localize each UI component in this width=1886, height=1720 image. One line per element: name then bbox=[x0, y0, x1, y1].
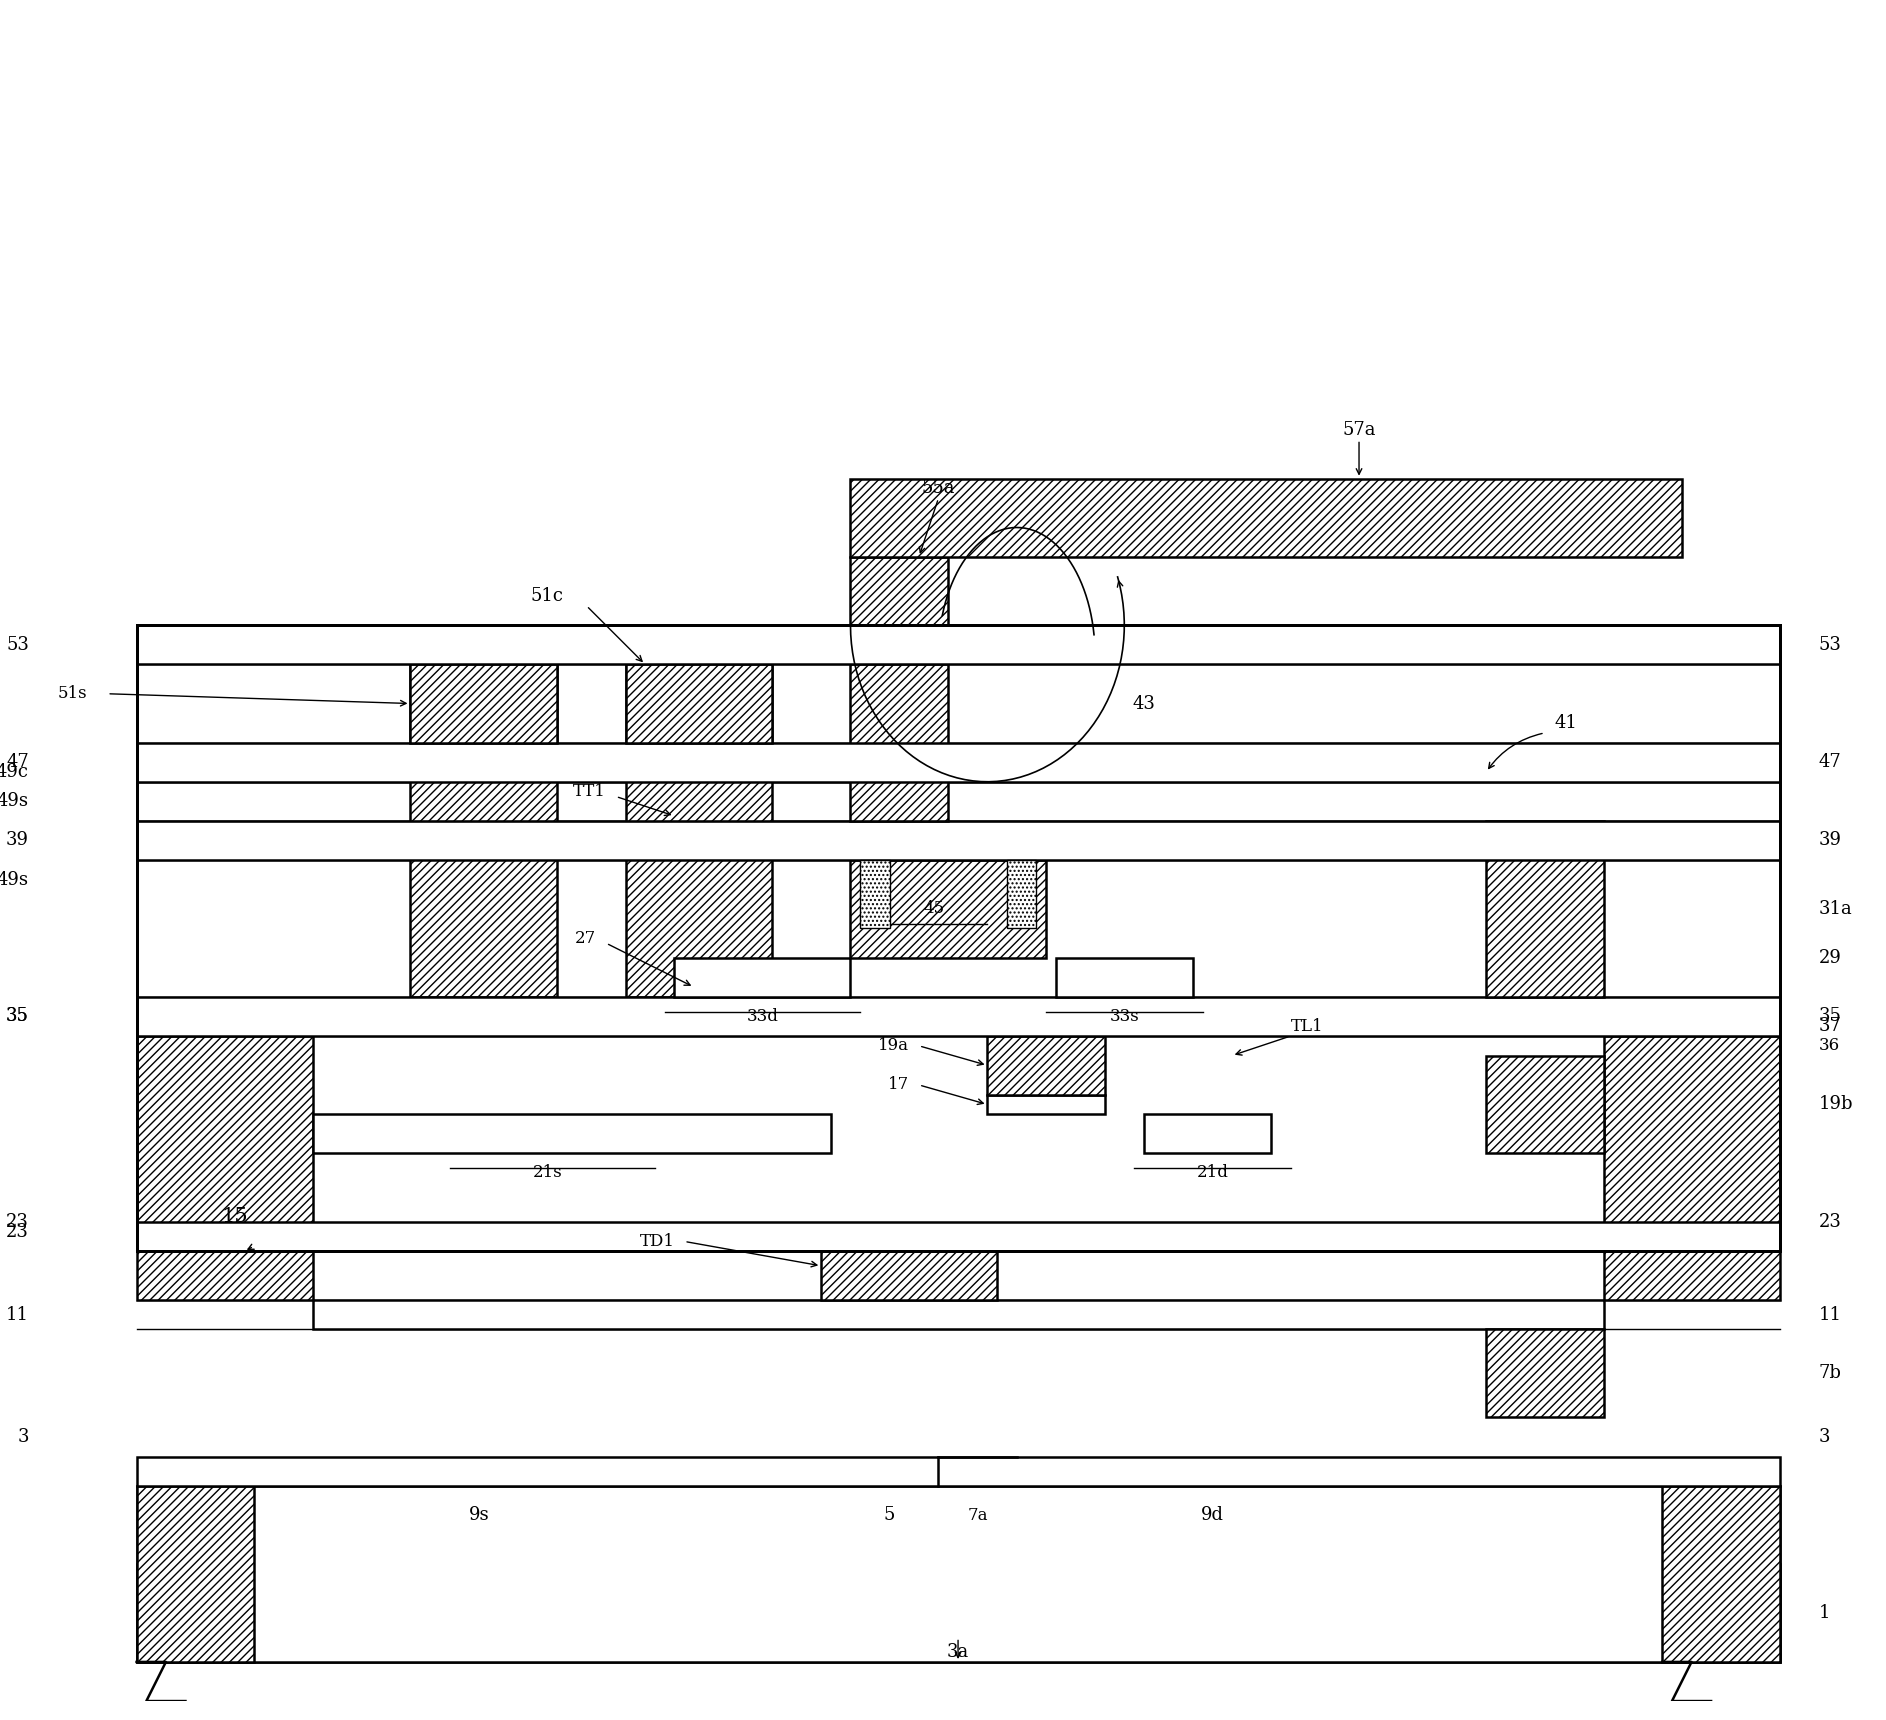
Text: 3a: 3a bbox=[947, 1643, 969, 1662]
Bar bbox=[988, 1094, 1105, 1115]
Text: 9s: 9s bbox=[468, 1507, 488, 1524]
Text: 7a: 7a bbox=[968, 1507, 988, 1524]
Bar bbox=[136, 1486, 255, 1662]
Text: 55a: 55a bbox=[922, 480, 954, 497]
Bar bbox=[136, 626, 1780, 664]
Text: 47: 47 bbox=[1818, 753, 1841, 771]
Text: 45: 45 bbox=[922, 900, 945, 917]
Text: 43: 43 bbox=[1132, 695, 1156, 712]
Text: 11: 11 bbox=[6, 1305, 28, 1324]
Text: 39: 39 bbox=[6, 831, 28, 850]
Text: 51s: 51s bbox=[58, 685, 87, 702]
Bar bbox=[626, 664, 771, 998]
Bar bbox=[1603, 1035, 1780, 1300]
Text: 36: 36 bbox=[1818, 1037, 1841, 1054]
Bar bbox=[136, 626, 1780, 1250]
Text: 35: 35 bbox=[6, 1008, 28, 1025]
Bar bbox=[860, 860, 890, 929]
Text: 19a: 19a bbox=[879, 1037, 909, 1054]
Text: 57a: 57a bbox=[1343, 421, 1375, 439]
Text: 5: 5 bbox=[885, 1507, 896, 1524]
Text: 29: 29 bbox=[1818, 949, 1841, 967]
Text: 15: 15 bbox=[221, 1207, 247, 1226]
Text: 23: 23 bbox=[6, 1213, 28, 1232]
Bar bbox=[411, 664, 556, 743]
Text: 33d: 33d bbox=[747, 1008, 779, 1025]
Text: 53: 53 bbox=[6, 636, 28, 654]
Bar bbox=[136, 743, 1780, 783]
Text: 49c: 49c bbox=[0, 764, 28, 781]
Bar bbox=[1007, 860, 1035, 929]
Text: 19b: 19b bbox=[1818, 1096, 1854, 1113]
Text: 23: 23 bbox=[6, 1223, 28, 1240]
Bar bbox=[1662, 1486, 1780, 1662]
Bar bbox=[1486, 1056, 1603, 1154]
Bar bbox=[675, 958, 851, 998]
Text: TT1: TT1 bbox=[573, 783, 605, 800]
Bar bbox=[1486, 820, 1603, 998]
Text: 39: 39 bbox=[1818, 831, 1841, 850]
Bar bbox=[1056, 958, 1192, 998]
Text: 21d: 21d bbox=[1196, 1164, 1228, 1182]
Text: 35: 35 bbox=[1818, 1008, 1841, 1025]
Text: 33s: 33s bbox=[1109, 1008, 1139, 1025]
Text: TD1: TD1 bbox=[639, 1233, 675, 1250]
Bar bbox=[851, 664, 949, 820]
Bar bbox=[626, 664, 771, 743]
Text: 49s: 49s bbox=[0, 793, 28, 810]
Text: 7b: 7b bbox=[1818, 1364, 1841, 1383]
Text: 21s: 21s bbox=[532, 1164, 562, 1182]
Text: 3: 3 bbox=[1818, 1428, 1829, 1447]
Bar bbox=[851, 557, 949, 626]
Text: 51c: 51c bbox=[530, 587, 564, 605]
Text: 49s: 49s bbox=[0, 870, 28, 889]
Bar bbox=[136, 998, 1780, 1035]
Text: 17: 17 bbox=[888, 1077, 909, 1094]
Bar bbox=[820, 1232, 998, 1300]
Text: 37: 37 bbox=[1818, 1017, 1841, 1035]
Text: 53: 53 bbox=[1818, 636, 1841, 654]
Bar bbox=[136, 1486, 1780, 1662]
Bar bbox=[988, 1035, 1105, 1094]
Bar bbox=[851, 478, 1682, 557]
Text: 41: 41 bbox=[1554, 714, 1577, 733]
Bar bbox=[1486, 1330, 1603, 1417]
Bar bbox=[136, 1563, 1780, 1662]
Text: 31a: 31a bbox=[1818, 900, 1852, 918]
Text: TL1: TL1 bbox=[1290, 1018, 1324, 1035]
Bar bbox=[851, 860, 1047, 958]
Text: 47: 47 bbox=[6, 753, 28, 771]
Text: 35: 35 bbox=[6, 1008, 28, 1025]
Bar bbox=[136, 1035, 313, 1300]
Bar bbox=[411, 664, 556, 998]
Bar bbox=[313, 1115, 832, 1154]
Bar bbox=[1145, 1115, 1271, 1154]
Text: 11: 11 bbox=[1818, 1305, 1841, 1324]
Text: 9d: 9d bbox=[1201, 1507, 1224, 1524]
Bar bbox=[313, 1300, 1603, 1330]
Text: 3: 3 bbox=[17, 1428, 28, 1447]
Bar bbox=[136, 1457, 1780, 1486]
Bar bbox=[136, 820, 1780, 860]
Bar bbox=[136, 1221, 1780, 1250]
Text: 27: 27 bbox=[575, 931, 596, 946]
Text: 23: 23 bbox=[1818, 1213, 1841, 1232]
Text: 1: 1 bbox=[1818, 1605, 1829, 1622]
